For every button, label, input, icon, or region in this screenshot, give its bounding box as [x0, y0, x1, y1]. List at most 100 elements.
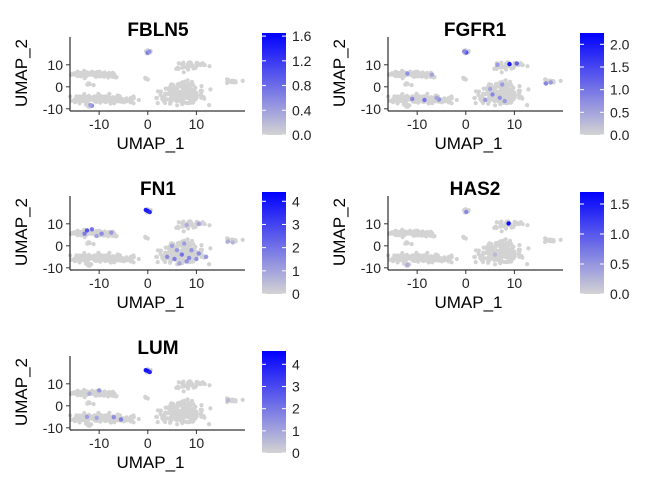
cell-point — [163, 245, 168, 250]
colorbar-tick-label: 0.0 — [292, 127, 312, 143]
x-axis-label: UMAP_1 — [116, 293, 184, 312]
cell-point — [446, 255, 451, 261]
panel-title: HAS2 — [450, 179, 501, 200]
cell-point — [143, 394, 148, 399]
cell-point — [525, 223, 530, 228]
expression-point — [422, 97, 427, 103]
cell-point — [517, 88, 523, 93]
cell-point — [77, 96, 82, 101]
expression-point — [405, 262, 410, 268]
x-tick-label: 10 — [189, 116, 205, 132]
expression-point — [543, 81, 549, 86]
expression-point — [230, 240, 235, 245]
cell-point — [503, 237, 508, 242]
cell-point — [77, 260, 82, 265]
cell-point — [158, 411, 163, 417]
cell-point — [486, 254, 492, 259]
colorbar-tick-label: 0.8 — [292, 78, 312, 94]
cell-point — [155, 420, 160, 425]
x-tick-label: 0 — [144, 275, 152, 291]
cell-point — [163, 86, 168, 91]
expression-point — [196, 221, 201, 226]
expression-point — [186, 255, 192, 261]
cell-point — [389, 72, 394, 77]
cell-point — [512, 219, 517, 225]
cell-point — [178, 240, 183, 245]
cell-point — [189, 62, 194, 67]
cell-point — [95, 97, 100, 102]
expression-point — [82, 231, 87, 236]
cell-point — [171, 412, 176, 417]
cell-point — [414, 91, 419, 96]
y-axis-label: UMAP_2 — [330, 198, 349, 266]
cell-point — [207, 422, 212, 427]
expression-point — [225, 239, 231, 244]
cell-point — [184, 93, 189, 98]
cell-point — [505, 88, 511, 93]
cell-point — [415, 230, 420, 235]
cell-point — [493, 255, 498, 261]
cell-point — [128, 415, 133, 421]
cell-point — [117, 254, 122, 259]
colorbar-tick-label: 0.0 — [610, 127, 630, 143]
cell-point — [100, 414, 106, 419]
colorbar-tick-label: 1.6 — [292, 28, 312, 44]
expression-point — [174, 248, 180, 253]
expression-point — [143, 207, 148, 213]
cell-point — [189, 221, 194, 226]
cell-point — [101, 417, 106, 422]
cell-point — [407, 256, 412, 261]
cell-point — [171, 402, 176, 407]
cell-point — [77, 255, 82, 260]
cell-point — [517, 247, 523, 252]
cell-point — [102, 229, 107, 234]
expression-point — [487, 86, 493, 92]
cell-point — [240, 78, 245, 83]
cell-point — [96, 410, 101, 415]
x-tick-label: 0 — [144, 116, 152, 132]
expression-point — [203, 254, 209, 259]
cell-point — [117, 95, 122, 100]
cell-point — [179, 381, 184, 386]
cell-point — [395, 101, 400, 106]
cell-point — [88, 261, 93, 267]
cell-point — [186, 386, 191, 391]
cell-point — [493, 103, 498, 108]
cell-point — [77, 415, 82, 420]
cell-point — [405, 241, 410, 246]
expression-point — [184, 222, 189, 228]
cell-point — [240, 237, 245, 242]
cell-point — [498, 224, 503, 229]
cell-point — [189, 381, 194, 386]
cell-point — [185, 78, 190, 83]
expression-point — [410, 96, 415, 102]
cell-point — [507, 238, 513, 243]
cell-point — [180, 224, 185, 229]
colorbar-tick-label: 1.5 — [610, 59, 630, 75]
cell-point — [240, 397, 245, 402]
colorbar-tick-label: 1.5 — [610, 196, 630, 212]
cell-point — [525, 262, 530, 267]
cell-point — [473, 101, 478, 106]
cell-point — [401, 102, 407, 107]
cell-point — [479, 254, 484, 259]
cell-point — [181, 389, 186, 394]
cell-point — [131, 94, 136, 99]
cell-point — [199, 247, 204, 252]
cell-point — [509, 225, 514, 230]
cell-point — [446, 96, 451, 102]
cell-point — [454, 256, 459, 262]
expression-point — [177, 261, 182, 266]
cell-point — [106, 257, 111, 263]
x-axis-label: UMAP_1 — [116, 453, 184, 472]
cell-point — [131, 253, 136, 258]
cell-point — [435, 254, 440, 259]
cell-point — [77, 420, 82, 425]
cell-point — [207, 383, 212, 388]
cell-point — [116, 99, 121, 104]
cell-point — [136, 256, 141, 262]
background-cells — [68, 207, 245, 268]
cell-point — [76, 232, 82, 237]
cell-point — [96, 91, 101, 96]
cell-point — [199, 84, 204, 89]
